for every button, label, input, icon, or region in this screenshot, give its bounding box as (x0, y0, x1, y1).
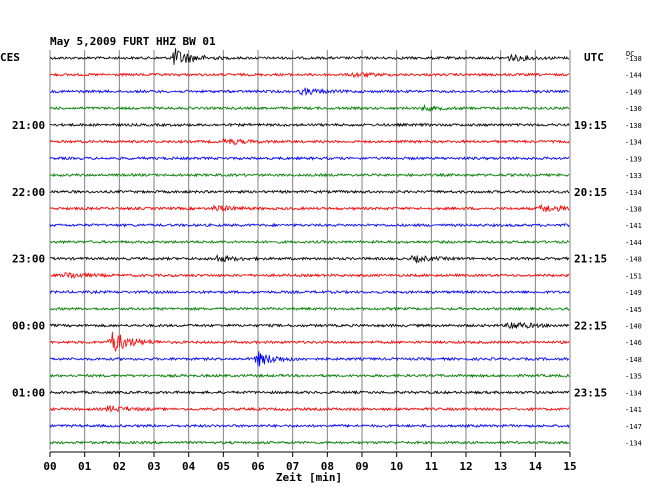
trace-row-14 (49, 289, 570, 295)
dc-offset-value: -134 (625, 389, 642, 397)
dc-offset-value: -134 (625, 189, 642, 197)
x-tick-label: 07 (286, 460, 299, 473)
x-tick-label: 00 (43, 460, 56, 473)
left-time-label: 00:00 (12, 320, 45, 333)
trace-row-17 (49, 331, 570, 352)
trace-row-23 (49, 440, 570, 445)
dc-offset-value: -134 (625, 139, 642, 147)
x-tick-label: 12 (459, 460, 472, 473)
dc-offset-value: -139 (625, 155, 642, 163)
right-time-labels: 19:15 20:15 21:15 22:15 23:15 (574, 119, 607, 400)
x-axis-label: Zeit [min] (276, 471, 342, 484)
trace-row-2 (49, 87, 570, 97)
dc-offset-value: -144 (625, 72, 642, 80)
x-tick-label: 09 (355, 460, 368, 473)
dc-offset-value: -145 (625, 306, 642, 314)
left-axis-label: CES (0, 51, 20, 64)
dc-offset-header: DC (626, 50, 634, 58)
trace-row-6 (49, 155, 570, 161)
trace-row-1 (49, 71, 570, 79)
x-tick-label: 05 (217, 460, 230, 473)
x-tick-label: 04 (182, 460, 196, 473)
left-time-label: 01:00 (12, 386, 45, 399)
trace-row-13 (49, 271, 570, 280)
dc-offset-value: -151 (625, 272, 642, 280)
trace-row-21 (49, 405, 570, 413)
x-tick-label: 13 (494, 460, 507, 473)
trace-row-22 (49, 423, 570, 429)
dc-offset-value: -133 (625, 172, 642, 180)
dc-offset-value: -130 (625, 105, 642, 113)
dc-offset-value: -148 (625, 356, 642, 364)
right-time-label: 22:15 (574, 320, 607, 333)
dc-offset-value: -141 (625, 222, 642, 230)
chart-title: May 5,2009 FURT HHZ BW 01 (50, 35, 216, 48)
dc-offset-labels: -138 -144 -149 -130 -138 -134 -139 -133 -134 -138… (625, 55, 642, 448)
x-tick-label: 02 (113, 460, 126, 473)
left-time-label: 21:00 (12, 119, 45, 132)
x-tick-label: 06 (251, 460, 265, 473)
trace-row-12 (49, 253, 570, 264)
dc-offset-value: -148 (625, 256, 642, 264)
dc-offset-value: -138 (625, 205, 642, 213)
x-tick-label: 14 (529, 460, 543, 473)
right-time-label: 19:15 (574, 119, 607, 132)
trace-row-10 (49, 222, 570, 228)
left-time-label: 23:00 (12, 253, 45, 266)
left-time-label: 22:00 (12, 186, 45, 199)
trace-row-7 (49, 172, 570, 178)
trace-row-16 (49, 321, 570, 330)
trace-row-8 (49, 189, 570, 195)
trace-row-11 (49, 239, 570, 245)
dc-offset-value: -149 (625, 88, 642, 96)
right-time-label: 21:15 (574, 253, 607, 266)
dc-offset-value: -135 (625, 373, 642, 381)
trace-row-3 (49, 103, 570, 113)
left-time-labels: 21:00 22:00 23:00 00:00 01:00 (12, 119, 45, 400)
x-tick-label: 03 (147, 460, 160, 473)
right-axis-label: UTC (584, 51, 604, 64)
trace-row-15 (49, 306, 570, 312)
x-tick-label: 01 (78, 460, 92, 473)
x-tick-label: 10 (390, 460, 403, 473)
seismic-traces (49, 48, 570, 445)
x-tick-label: 08 (321, 460, 334, 473)
dc-offset-value: -149 (625, 289, 642, 297)
trace-row-20 (49, 389, 570, 396)
dc-offset-value: -144 (625, 239, 642, 247)
trace-row-9 (49, 204, 570, 213)
trace-row-4 (49, 122, 570, 128)
dc-offset-value: -147 (625, 423, 642, 431)
trace-row-19 (49, 373, 570, 379)
right-time-label: 20:15 (574, 186, 607, 199)
trace-row-0 (49, 48, 570, 65)
right-time-label: 23:15 (574, 386, 607, 399)
trace-row-5 (49, 137, 570, 146)
x-axis-ticks: 00 01 02 03 04 05 06 07 08 09 10 11 12 13 14 15 (43, 452, 577, 473)
dc-offset-value: -134 (625, 440, 642, 448)
x-tick-label: 15 (563, 460, 576, 473)
trace-row-18 (49, 351, 570, 367)
dc-offset-value: -141 (625, 406, 642, 414)
dc-offset-value: -138 (625, 122, 642, 130)
dc-offset-value: -140 (625, 323, 642, 331)
x-tick-label: 11 (425, 460, 439, 473)
dc-offset-value: -146 (625, 339, 642, 347)
dc-offset-value: -138 (625, 55, 642, 63)
